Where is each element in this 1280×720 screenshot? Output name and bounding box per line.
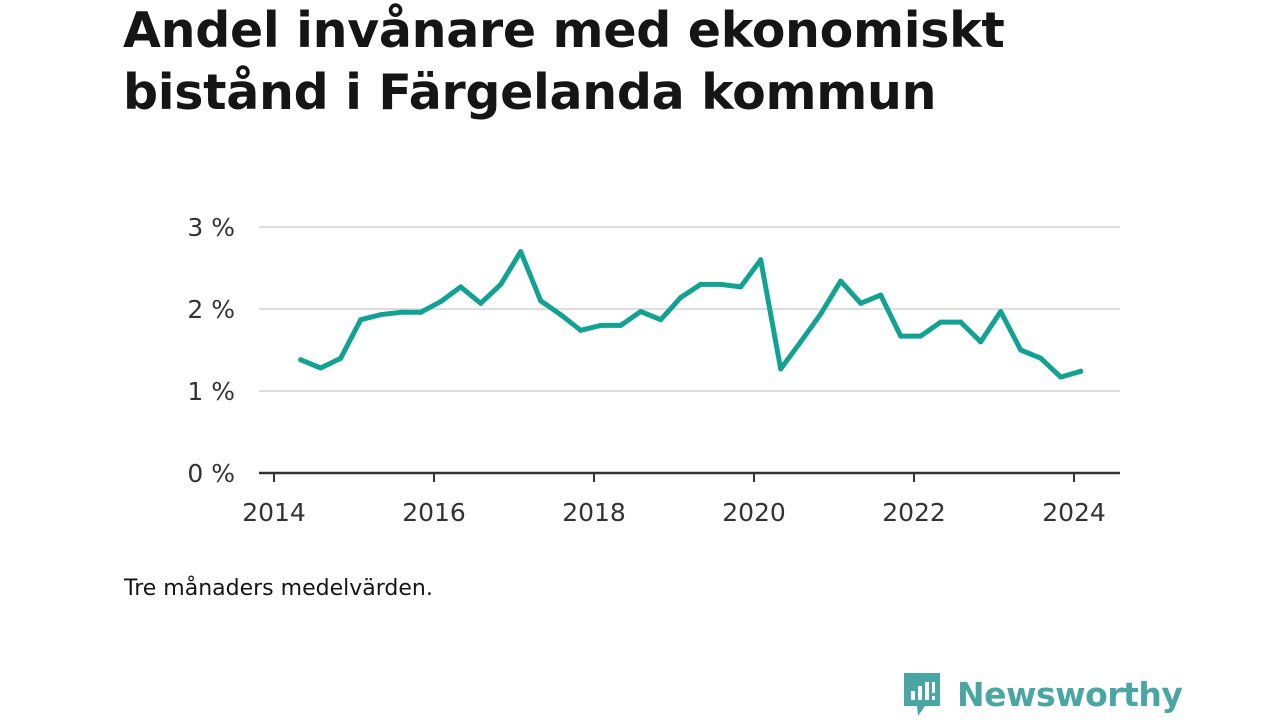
chart-caption: Tre månaders medelvärden.: [124, 576, 433, 601]
data-point: [878, 292, 884, 298]
y-tick-label: 3 %: [187, 213, 235, 242]
x-axis-ticks: 2014 2016 2018 2020 2022 2024: [242, 473, 1106, 527]
data-point: [1078, 368, 1084, 374]
data-point: [958, 319, 964, 325]
data-point: [498, 281, 504, 287]
data-point: [758, 257, 764, 263]
y-tick-label: 0 %: [187, 459, 235, 488]
data-point: [678, 295, 684, 300]
data-point: [338, 355, 344, 361]
data-point: [1038, 355, 1044, 361]
data-point: [898, 333, 904, 339]
data-point: [638, 309, 644, 314]
x-tick-label: 2014: [242, 498, 306, 527]
newsworthy-logo-icon: [904, 673, 940, 716]
data-point: [1018, 347, 1024, 353]
data-point: [1058, 374, 1064, 380]
data-point: [418, 309, 424, 315]
data-point: [658, 317, 664, 323]
data-point: [578, 327, 584, 333]
x-tick-label: 2022: [882, 498, 946, 527]
data-point: [558, 312, 564, 318]
chart-title: Andel invånare med ekonomiskt bistånd i …: [123, 2, 1005, 121]
data-point: [298, 357, 304, 363]
data-point: [738, 284, 744, 290]
data-point: [438, 299, 444, 305]
x-tick-label: 2018: [562, 498, 626, 527]
x-tick-label: 2020: [722, 498, 786, 527]
data-point: [598, 322, 604, 328]
y-axis-ticks: 0 % 1 % 2 % 3 %: [187, 213, 235, 488]
data-point: [478, 300, 484, 306]
gridlines: [259, 226, 1120, 392]
data-point: [818, 311, 824, 317]
data-point: [458, 284, 464, 290]
y-tick-label: 2 %: [187, 295, 235, 324]
brand-name: Newsworthy: [957, 674, 1183, 714]
data-point: [838, 278, 844, 284]
data-point: [698, 281, 704, 287]
x-tick-label: 2024: [1042, 498, 1106, 527]
data-point: [998, 309, 1004, 314]
data-point: [538, 298, 544, 304]
data-point: [798, 339, 804, 345]
series-layer: [298, 249, 1084, 380]
data-point: [718, 281, 724, 287]
data-point: [398, 309, 404, 315]
data-point: [358, 317, 364, 323]
data-point: [918, 333, 924, 339]
data-point: [938, 319, 944, 325]
data-point: [518, 249, 524, 255]
data-point: [778, 366, 784, 372]
data-point: [858, 300, 864, 306]
x-tick-label: 2016: [402, 498, 466, 527]
data-point: [978, 339, 984, 345]
data-point: [318, 365, 324, 371]
data-point: [378, 312, 384, 318]
brand-logo[interactable]: Newsworthy: [901, 670, 1183, 718]
data-point: [618, 322, 624, 328]
y-tick-label: 1 %: [187, 377, 235, 406]
series-line: [298, 249, 1084, 380]
